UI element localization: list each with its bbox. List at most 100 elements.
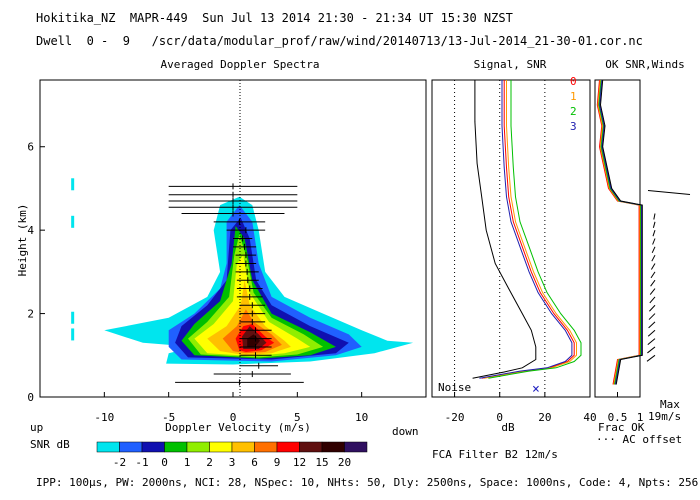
x-tick-label: -5 xyxy=(162,411,175,424)
wind-barbs xyxy=(646,190,691,362)
winds-x-tick-label: 0.5 xyxy=(608,411,628,424)
header-line-2: Dwell 0 - 9 /scr/data/modular_prof/raw/w… xyxy=(36,34,643,48)
doppler-panel: Averaged Doppler Spectra -10 -5 0 5 10 0 2 4 6 D… xyxy=(16,58,427,438)
winds-axes: 0.5 1 xyxy=(608,392,644,424)
snr-line-0 xyxy=(481,80,575,379)
snr-contour-10 xyxy=(247,334,260,347)
legend-label-3: 3 xyxy=(570,120,577,133)
max-label: Max xyxy=(660,398,680,411)
doppler-axes: -10 -5 0 5 10 0 2 4 6 xyxy=(27,141,368,424)
doppler-ylabel: Height (km) xyxy=(16,204,29,277)
x-tick-label: -10 xyxy=(94,411,114,424)
wind-barb xyxy=(648,321,656,329)
colorbar-tick-label: 1 xyxy=(184,456,191,469)
frac-ok-line xyxy=(599,79,642,385)
signal-lines xyxy=(472,80,582,379)
wind-barb xyxy=(649,288,656,295)
y-tick-label: 0 xyxy=(27,391,34,404)
snr-speck xyxy=(71,178,75,191)
noise-label: Noise xyxy=(438,381,471,394)
x-tick-label: 0 xyxy=(230,411,237,424)
wind-barb xyxy=(650,263,656,270)
doppler-title: Averaged Doppler Spectra xyxy=(161,58,320,71)
colorbar-swatch xyxy=(344,441,368,453)
wind-barb xyxy=(647,329,656,337)
signal-title: Signal, SNR xyxy=(474,58,547,71)
ac-offset-label: ··· AC offset xyxy=(596,433,682,446)
x-tick-label: 5 xyxy=(294,411,301,424)
colorbar-tick-label: -2 xyxy=(113,456,126,469)
colorbar-tick-label: 9 xyxy=(274,456,281,469)
wind-barb xyxy=(651,246,656,254)
legend-label-0: 0 xyxy=(570,75,577,88)
colorbar-tick-label: 15 xyxy=(315,456,328,469)
colorbar-snr-label: SNR dB xyxy=(30,438,70,451)
frac-ok-line xyxy=(599,79,643,385)
colorbar-ticks: -2 -1 0 1 2 3 6 9 12 15 20 xyxy=(113,456,351,469)
signal-x-tick-label: 40 xyxy=(583,411,596,424)
legend-label-2: 2 xyxy=(570,105,577,118)
colorbar-swatch xyxy=(231,441,255,453)
colorbar-swatch xyxy=(141,441,165,453)
wind-barb xyxy=(653,213,656,220)
header-line-1: Hokitika_NZ MAPR-449 Sun Jul 13 2014 21:… xyxy=(36,11,513,25)
snr-speck xyxy=(71,328,75,341)
y-tick-label: 6 xyxy=(27,141,34,154)
signal-x-tick-label: 0 xyxy=(496,411,503,424)
y-tick-label: 2 xyxy=(27,308,34,321)
signal-legend: 0 1 2 3 xyxy=(570,75,577,133)
frac-ok-label: Frac OK xyxy=(598,421,645,434)
max-value: 19m/s xyxy=(648,410,681,423)
colorbar-swatch xyxy=(186,441,210,453)
noise-marker: × xyxy=(532,382,540,397)
snr-line-2 xyxy=(488,80,582,379)
colorbar-swatch xyxy=(299,441,323,453)
colorbar-swatches xyxy=(96,441,368,453)
x-tick-label: 10 xyxy=(355,411,368,424)
colorbar-tick-label: 20 xyxy=(338,456,351,469)
colorbar-tick-label: 12 xyxy=(293,456,306,469)
colorbar-tick-label: 0 xyxy=(161,456,168,469)
wind-barb-top xyxy=(647,190,691,196)
colorbar-swatch xyxy=(321,441,345,453)
filter-label: FCA Filter B2 12m/s xyxy=(432,448,558,461)
wind-barb xyxy=(651,254,656,262)
snr-line-1 xyxy=(483,80,577,379)
colorbar-swatch xyxy=(119,441,143,453)
spectral-width-bars xyxy=(168,183,304,386)
down-label: down xyxy=(392,425,419,438)
winds-panel: OK SNR,Winds 0.5 1 Frac OK ··· AC offset … xyxy=(594,58,691,446)
wind-barb xyxy=(652,229,656,237)
colorbar-tick-label: -1 xyxy=(135,456,148,469)
colorbar-swatch xyxy=(209,441,233,453)
footer-params: IPP: 100µs, PW: 2000ns, NCI: 28, NSpec: … xyxy=(36,476,699,489)
winds-x-tick-label: 1 xyxy=(637,411,644,424)
wind-barb xyxy=(648,313,656,320)
wind-barb xyxy=(646,354,656,362)
colorbar-swatch xyxy=(276,441,300,453)
wind-barb xyxy=(652,221,656,228)
y-tick-label: 4 xyxy=(27,224,34,237)
signal-line xyxy=(472,80,537,379)
colorbar-up-label: up xyxy=(30,421,43,434)
wind-barb xyxy=(650,279,656,287)
signal-x-tick-label: -20 xyxy=(445,411,465,424)
wind-barb xyxy=(647,338,656,345)
wind-barb xyxy=(652,238,656,245)
snr-speck xyxy=(71,311,75,324)
snr-speck xyxy=(71,215,75,228)
snr-line-3 xyxy=(479,80,573,379)
doppler-xlabel: Doppler Velocity (m/s) xyxy=(165,421,311,434)
wind-barb xyxy=(650,271,656,279)
colorbar-swatch xyxy=(164,441,188,453)
wind-barb xyxy=(649,296,656,304)
colorbar-tick-label: 2 xyxy=(206,456,213,469)
signal-grid: -20 0 20 40 xyxy=(445,80,597,424)
frac-ok-lines xyxy=(596,79,643,385)
signal-panel: Signal, SNR -20 0 20 40 Noise × dB 0 1 2 3 xyxy=(431,58,597,434)
wind-barb xyxy=(649,304,656,312)
colorbar-tick-label: 3 xyxy=(229,456,236,469)
legend-label-1: 1 xyxy=(570,90,577,103)
colorbar-swatch xyxy=(254,441,278,453)
